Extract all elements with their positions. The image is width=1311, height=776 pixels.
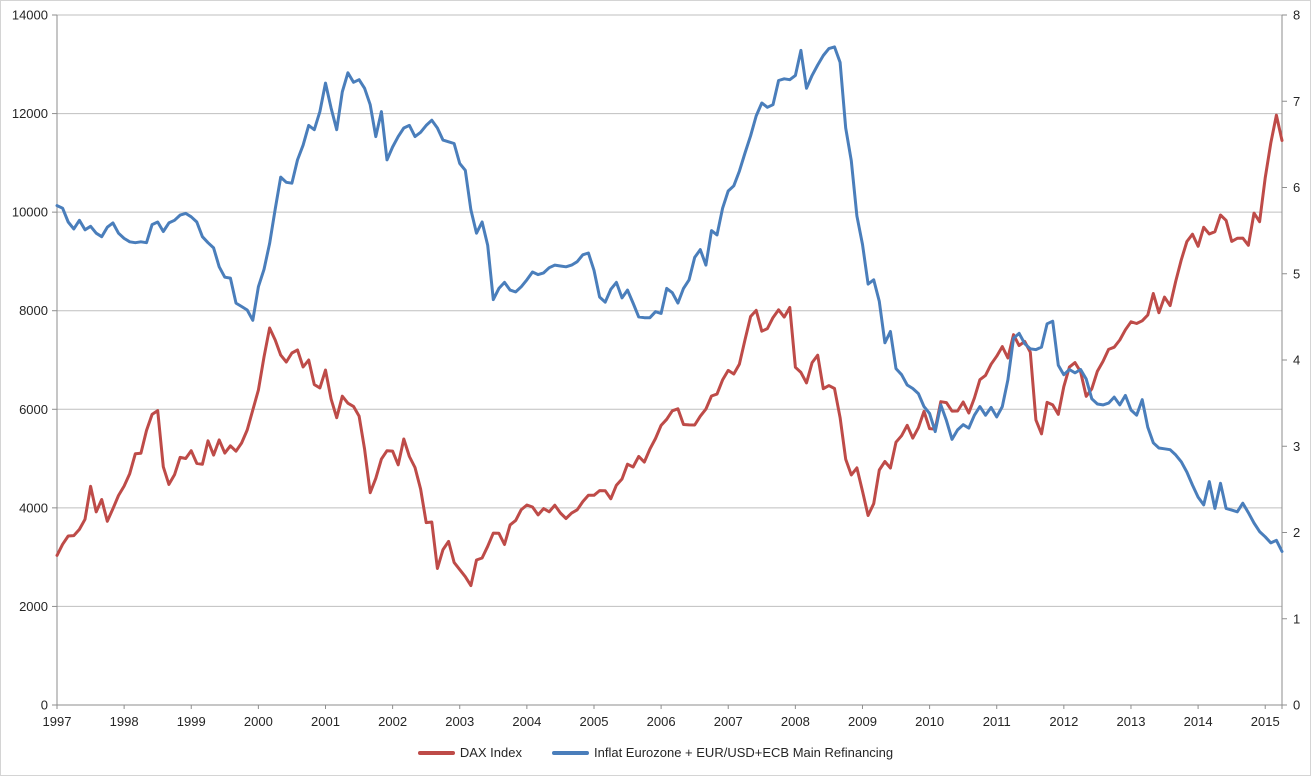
svg-text:2000: 2000: [19, 599, 48, 614]
svg-text:2001: 2001: [311, 714, 340, 729]
svg-text:2010: 2010: [915, 714, 944, 729]
svg-text:1997: 1997: [43, 714, 72, 729]
svg-text:1: 1: [1293, 611, 1300, 626]
svg-text:0: 0: [41, 698, 48, 713]
svg-text:2000: 2000: [244, 714, 273, 729]
svg-text:2002: 2002: [378, 714, 407, 729]
svg-text:2013: 2013: [1117, 714, 1146, 729]
legend-item-dax-index[interactable]: DAX Index: [417, 745, 522, 760]
svg-text:2005: 2005: [580, 714, 609, 729]
svg-text:6000: 6000: [19, 402, 48, 417]
svg-text:7: 7: [1293, 94, 1300, 109]
indicator-line-swatch: [552, 750, 589, 755]
legend-label-indicator: Inflat Eurozone + EUR/USD+ECB Main Refin…: [594, 745, 894, 760]
svg-text:8: 8: [1293, 8, 1300, 23]
svg-text:6: 6: [1293, 180, 1300, 195]
svg-text:4: 4: [1293, 353, 1300, 368]
svg-text:12000: 12000: [12, 106, 48, 121]
svg-text:2003: 2003: [445, 714, 474, 729]
svg-text:2: 2: [1293, 525, 1300, 540]
svg-text:14000: 14000: [12, 8, 48, 23]
dax-line-swatch: [417, 750, 455, 755]
svg-text:2008: 2008: [781, 714, 810, 729]
legend-label-dax-index: DAX Index: [459, 745, 522, 760]
svg-text:2006: 2006: [647, 714, 676, 729]
svg-text:1999: 1999: [177, 714, 206, 729]
svg-text:0: 0: [1293, 698, 1300, 713]
svg-text:8000: 8000: [19, 303, 48, 318]
svg-text:2009: 2009: [848, 714, 877, 729]
svg-text:5: 5: [1293, 266, 1300, 281]
svg-text:2015: 2015: [1251, 714, 1280, 729]
svg-text:2012: 2012: [1049, 714, 1078, 729]
svg-text:10000: 10000: [12, 205, 48, 220]
svg-text:2011: 2011: [983, 714, 1011, 729]
legend-item-indicator[interactable]: Inflat Eurozone + EUR/USD+ECB Main Refin…: [552, 745, 893, 760]
svg-text:3: 3: [1293, 439, 1300, 454]
svg-text:2014: 2014: [1184, 714, 1213, 729]
svg-text:4000: 4000: [19, 500, 48, 515]
svg-text:1998: 1998: [110, 714, 139, 729]
svg-text:2007: 2007: [714, 714, 743, 729]
chart-legend: DAX Index Inflat Eurozone + EUR/USD+ECB …: [1, 745, 1310, 760]
svg-text:2004: 2004: [512, 714, 541, 729]
